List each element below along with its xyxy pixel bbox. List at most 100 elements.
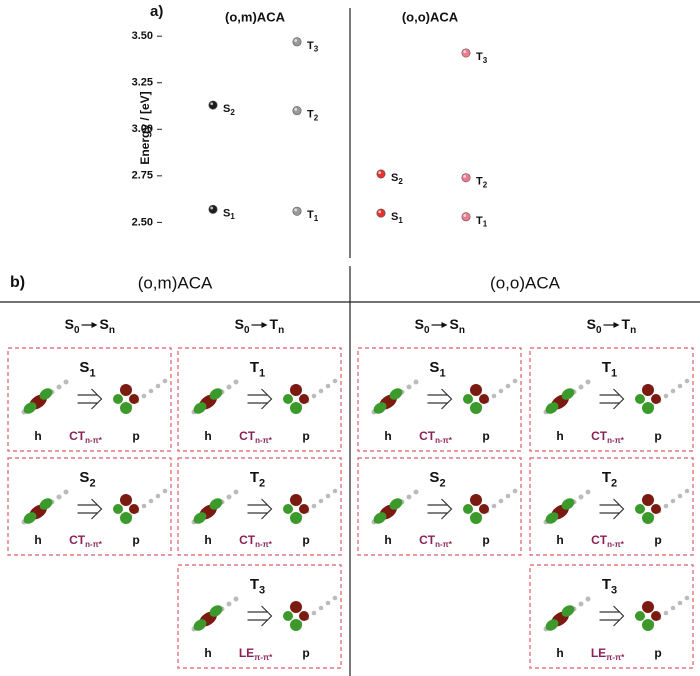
point-highlight xyxy=(378,171,382,175)
atom xyxy=(498,388,504,394)
atom xyxy=(677,383,683,389)
state-label: T1 xyxy=(250,359,265,379)
excitation-type-main: CT xyxy=(591,533,608,547)
lobe xyxy=(39,388,53,400)
transition-to-sub: n xyxy=(278,325,284,336)
lobe xyxy=(193,619,207,631)
group-title: (o,o)ACA xyxy=(490,273,561,292)
excitation-type-main: CT xyxy=(239,533,256,547)
point-label-sub: 1 xyxy=(483,220,488,229)
lobe xyxy=(283,611,293,621)
y-tick-label: 3.00 xyxy=(132,123,153,135)
point-label: T1 xyxy=(476,215,488,229)
point-highlight xyxy=(463,174,467,178)
point-label-main: T xyxy=(476,51,483,63)
lobe xyxy=(209,498,223,510)
state-label-main: T xyxy=(602,469,611,486)
orbital-image xyxy=(191,379,239,415)
excitation-type: CTn-π* xyxy=(591,429,625,445)
atom xyxy=(670,498,676,504)
arrow-head xyxy=(91,322,98,328)
atom xyxy=(226,494,232,500)
state-box xyxy=(529,457,694,556)
atom xyxy=(505,383,511,389)
state-box xyxy=(7,457,172,556)
atom xyxy=(670,388,676,394)
orbital-image xyxy=(463,488,518,524)
energy-point xyxy=(461,212,471,222)
state-label-main: T xyxy=(250,359,259,376)
atom xyxy=(406,384,412,390)
point-label-sub: 2 xyxy=(483,181,488,190)
transition-to-main: S xyxy=(100,316,109,332)
lobe xyxy=(113,394,123,404)
lobe xyxy=(470,402,482,414)
particle-label: p xyxy=(302,646,309,660)
point-label-sub: 2 xyxy=(230,108,235,117)
excitation-type-main: LE xyxy=(591,646,606,660)
excitation-type-sub: n-π* xyxy=(435,540,453,549)
atom xyxy=(578,384,584,390)
lobe xyxy=(642,619,654,631)
excitation-type-sub: n-π* xyxy=(85,436,103,445)
point-label: S2 xyxy=(391,172,403,186)
atom xyxy=(663,393,669,399)
lobe xyxy=(651,504,661,514)
lobe xyxy=(120,512,132,524)
atom xyxy=(56,384,62,390)
transition-arrow xyxy=(247,498,273,520)
atom xyxy=(332,378,338,384)
orbital-image xyxy=(371,379,419,415)
lobe xyxy=(479,504,489,514)
excitation-type: LEπ-π* xyxy=(239,646,273,662)
particle-label: p xyxy=(482,533,489,547)
point-highlight xyxy=(463,214,467,217)
orbital-image xyxy=(113,488,168,524)
state-label-sub: 3 xyxy=(611,584,617,596)
energy-point xyxy=(292,206,302,216)
atom xyxy=(162,378,168,384)
lobe xyxy=(642,402,654,414)
lobe xyxy=(23,512,37,524)
transition-to: Sn xyxy=(450,316,465,336)
panel-a-label: a) xyxy=(150,3,163,20)
point-label-main: T xyxy=(307,40,314,52)
excitation-type-sub: π-π* xyxy=(606,653,625,662)
y-tick-label: 2.75 xyxy=(132,170,153,182)
lobe xyxy=(470,384,482,396)
atom xyxy=(491,503,497,509)
transition-to-main: S xyxy=(450,316,459,332)
atom xyxy=(226,601,232,607)
atom xyxy=(585,489,591,495)
point-highlight xyxy=(378,210,382,214)
excitation-type-main: CT xyxy=(591,429,608,443)
orbital-image xyxy=(283,378,338,414)
excitation-type-main: CT xyxy=(69,533,86,547)
hole-label: h xyxy=(204,429,211,443)
particle-label: p xyxy=(654,429,661,443)
excitation-type: CTn-π* xyxy=(239,533,273,549)
lobe xyxy=(299,611,309,621)
state-label-sub: 2 xyxy=(89,477,95,489)
transition-arrow xyxy=(427,388,453,410)
orbital-image xyxy=(543,379,591,415)
lobe xyxy=(642,512,654,524)
orbital-image xyxy=(21,379,69,415)
atom xyxy=(56,494,62,500)
excitation-type: CTn-π* xyxy=(69,533,103,549)
atom xyxy=(578,601,584,607)
atom xyxy=(512,378,518,384)
state-label-sub: 1 xyxy=(439,367,445,379)
transition-from: S0 xyxy=(415,316,430,336)
state-label-main: T xyxy=(602,576,611,593)
atom xyxy=(226,384,232,390)
state-label-sub: 2 xyxy=(259,477,265,489)
point-label-main: T xyxy=(307,209,314,221)
lobe xyxy=(193,402,207,414)
point-label-sub: 2 xyxy=(314,114,319,123)
hole-label: h xyxy=(34,533,41,547)
atom xyxy=(311,393,317,399)
particle-label: p xyxy=(132,429,139,443)
atom xyxy=(311,610,317,616)
point-label-sub: 3 xyxy=(314,45,319,54)
